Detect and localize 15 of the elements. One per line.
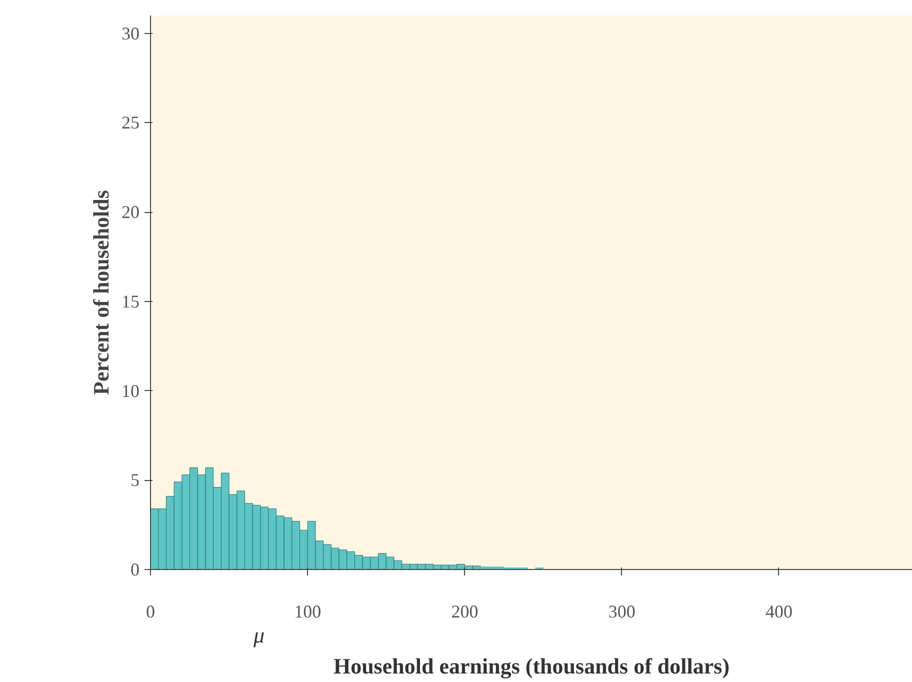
x-tick-label: 200 (451, 602, 478, 622)
x-tick-label: 100 (294, 602, 322, 622)
y-tick-label: 20 (122, 202, 140, 222)
x-tick-label: 0 (146, 602, 155, 622)
x-axis-title: Household earnings (thousands of dollars) (333, 654, 730, 678)
y-tick-label: 15 (122, 291, 140, 312)
text: μ (252, 622, 265, 648)
y-tick-label: 10 (122, 380, 140, 401)
x-tick-label: 300 (608, 602, 636, 622)
y-tick-label: 5 (130, 470, 140, 490)
y-axis-title: Percent of households (88, 190, 114, 395)
y-tick-label: 0 (130, 560, 140, 580)
y-tick-label: 30 (122, 23, 140, 44)
y-tick-label: 25 (122, 112, 140, 133)
x-tick-label: 400 (765, 602, 792, 622)
